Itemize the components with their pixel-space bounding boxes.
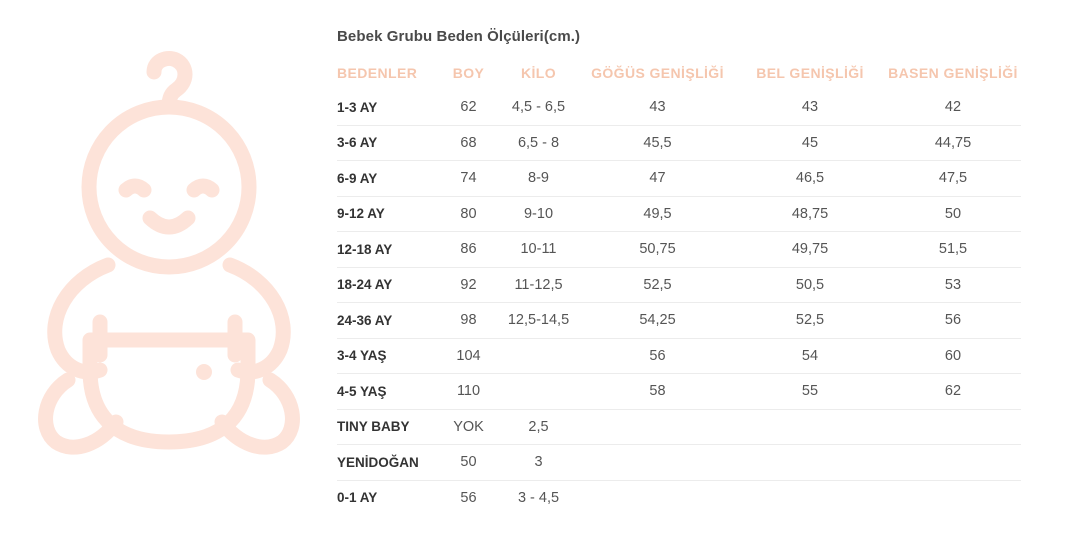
weight-cell: 12,5-14,5 xyxy=(497,302,580,339)
hip-cell: 47,5 xyxy=(885,160,1021,197)
height-cell: 62 xyxy=(440,90,497,126)
size-label: 12-18 AY xyxy=(337,231,440,268)
chest-cell: 54,25 xyxy=(580,302,735,339)
weight-cell: 4,5 - 6,5 xyxy=(497,90,580,126)
hip-cell: 56 xyxy=(885,302,1021,339)
waist-cell: 43 xyxy=(735,90,885,126)
hip-cell xyxy=(885,444,1021,481)
height-cell: 86 xyxy=(440,231,497,268)
height-cell: 50 xyxy=(440,444,497,481)
chest-cell: 43 xyxy=(580,90,735,126)
table-row: 18-24 AY 92 11-12,5 52,5 50,5 53 xyxy=(337,267,1021,303)
table-row: 24-36 AY 98 12,5-14,5 54,25 52,5 56 xyxy=(337,302,1021,339)
weight-cell: 2,5 xyxy=(497,409,580,445)
header-boy: BOY xyxy=(452,65,485,81)
size-label: 24-36 AY xyxy=(337,302,440,339)
table-row: YENİDOĞAN 50 3 xyxy=(337,444,1021,481)
table-row: 1-3 AY 62 4,5 - 6,5 43 43 42 xyxy=(337,90,1021,126)
weight-cell: 11-12,5 xyxy=(497,267,580,303)
page-title: Bebek Grubu Beden Ölçüleri(cm.) xyxy=(337,28,581,45)
chest-cell: 52,5 xyxy=(580,267,735,303)
waist-cell: 55 xyxy=(735,373,885,410)
size-label: 3-6 AY xyxy=(337,125,440,161)
height-cell: 104 xyxy=(440,338,497,374)
table-header-row: BEDENLER BOY KİLO GÖĞÜS GENİŞLİĞİ BEL GE… xyxy=(337,56,1021,90)
height-cell: 92 xyxy=(440,267,497,303)
height-cell: 98 xyxy=(440,302,497,339)
chest-cell xyxy=(580,409,735,445)
size-label: YENİDOĞAN xyxy=(337,444,440,481)
hip-cell: 62 xyxy=(885,373,1021,410)
header-bedenler: BEDENLER xyxy=(337,65,418,81)
waist-cell: 45 xyxy=(735,125,885,161)
waist-cell: 46,5 xyxy=(735,160,885,197)
header-bel: BEL GENİŞLİĞİ xyxy=(756,65,864,81)
table-row: TINY BABY YOK 2,5 xyxy=(337,409,1021,445)
chest-cell: 45,5 xyxy=(580,125,735,161)
chest-cell: 56 xyxy=(580,338,735,374)
weight-cell: 10-11 xyxy=(497,231,580,268)
height-cell: 68 xyxy=(440,125,497,161)
waist-cell xyxy=(735,480,885,515)
table-row: 3-4 YAŞ 104 56 54 60 xyxy=(337,338,1021,374)
waist-cell: 48,75 xyxy=(735,196,885,232)
waist-cell xyxy=(735,409,885,445)
height-cell: 80 xyxy=(440,196,497,232)
baby-hanger-icon xyxy=(38,51,300,455)
size-label: 18-24 AY xyxy=(337,267,440,303)
height-cell: YOK xyxy=(440,409,497,445)
hip-cell: 44,75 xyxy=(885,125,1021,161)
chest-cell xyxy=(580,480,735,515)
waist-cell: 50,5 xyxy=(735,267,885,303)
height-cell: 56 xyxy=(460,489,477,506)
size-table: BEDENLER BOY KİLO GÖĞÜS GENİŞLİĞİ BEL GE… xyxy=(337,56,1021,515)
table-row: 3-6 AY 68 6,5 - 8 45,5 45 44,75 xyxy=(337,125,1021,161)
size-label: 6-9 AY xyxy=(337,160,440,197)
size-label: 9-12 AY xyxy=(337,196,440,232)
header-kilo: KİLO xyxy=(520,65,557,81)
size-label: 4-5 YAŞ xyxy=(337,373,440,410)
waist-cell: 52,5 xyxy=(735,302,885,339)
weight-cell xyxy=(497,338,580,374)
header-gogus: GÖĞÜS GENİŞLİĞİ xyxy=(591,65,724,81)
weight-cell: 9-10 xyxy=(497,196,580,232)
hip-cell: 53 xyxy=(885,267,1021,303)
table-row: 4-5 YAŞ 110 58 55 62 xyxy=(337,373,1021,410)
weight-cell: 3 - 4,5 xyxy=(517,489,560,506)
hip-cell: 60 xyxy=(885,338,1021,374)
waist-cell xyxy=(735,444,885,481)
chest-cell xyxy=(580,444,735,481)
chest-cell: 50,75 xyxy=(580,231,735,268)
waist-cell: 54 xyxy=(735,338,885,374)
size-label: 0-1 AY xyxy=(337,490,378,506)
size-label: 3-4 YAŞ xyxy=(337,338,440,374)
hip-cell: 42 xyxy=(885,90,1021,126)
table-row: 6-9 AY 74 8-9 47 46,5 47,5 xyxy=(337,160,1021,197)
height-cell: 110 xyxy=(440,373,497,410)
weight-cell: 8-9 xyxy=(497,160,580,197)
chest-cell: 49,5 xyxy=(580,196,735,232)
header-basen: BASEN GENİŞLİĞİ xyxy=(888,65,1018,81)
table-row: 12-18 AY 86 10-11 50,75 49,75 51,5 xyxy=(337,231,1021,268)
size-label: TINY BABY xyxy=(337,409,440,445)
weight-cell: 3 xyxy=(497,444,580,481)
hip-cell xyxy=(885,409,1021,445)
table-row: 0-1 AY 56 3 - 4,5 xyxy=(337,480,1021,515)
hip-cell xyxy=(885,480,1021,515)
size-label: 1-3 AY xyxy=(337,90,440,126)
table-row: 9-12 AY 80 9-10 49,5 48,75 50 xyxy=(337,196,1021,232)
weight-cell: 6,5 - 8 xyxy=(497,125,580,161)
height-cell: 74 xyxy=(440,160,497,197)
hip-cell: 50 xyxy=(885,196,1021,232)
hip-cell: 51,5 xyxy=(885,231,1021,268)
chest-cell: 58 xyxy=(580,373,735,410)
chest-cell: 47 xyxy=(580,160,735,197)
weight-cell xyxy=(497,373,580,410)
waist-cell: 49,75 xyxy=(735,231,885,268)
